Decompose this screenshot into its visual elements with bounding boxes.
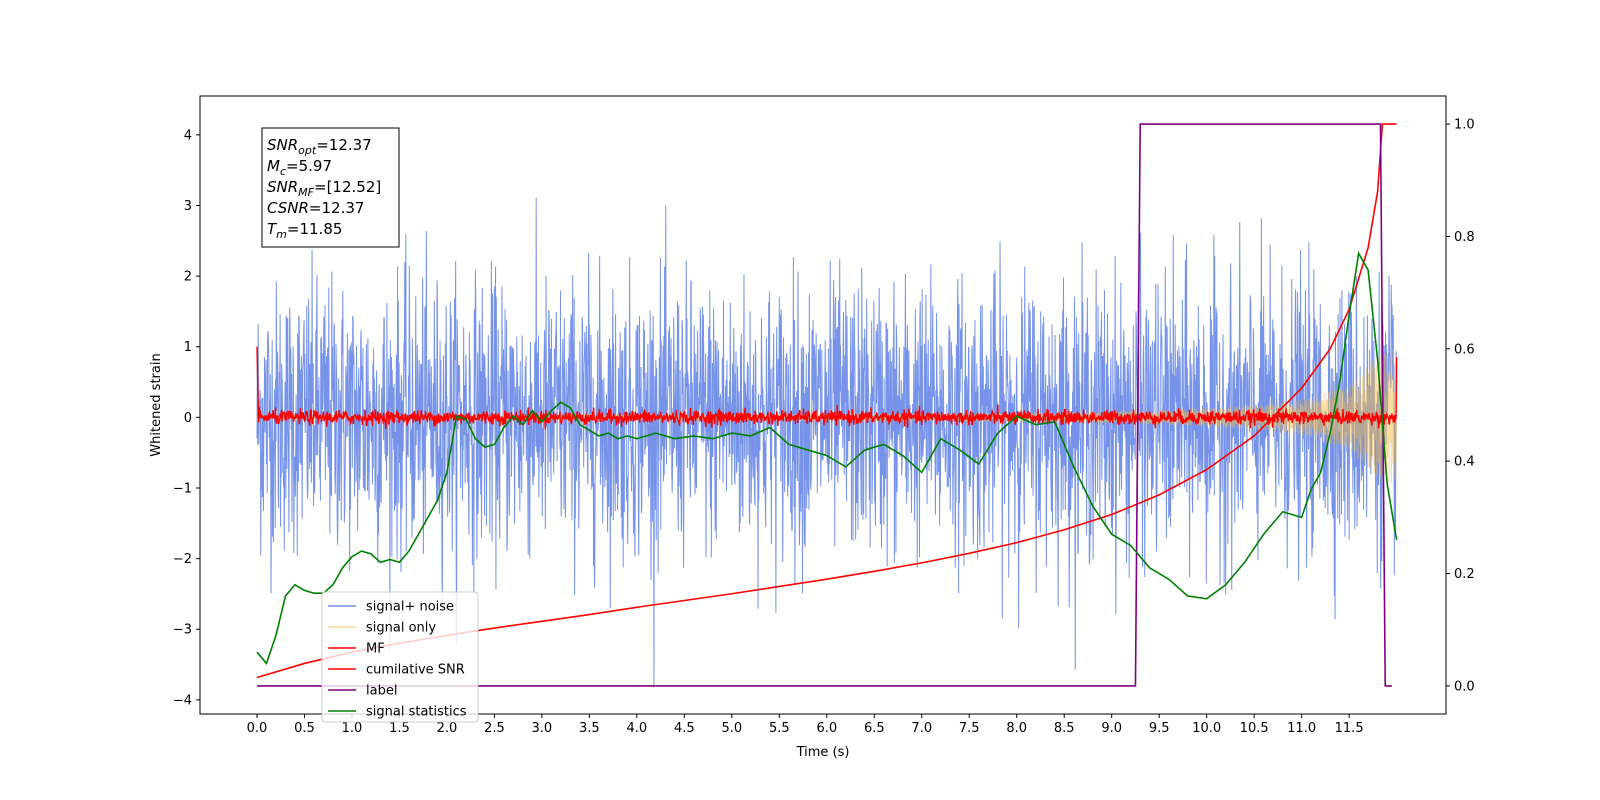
- x-tick-label: 10.0: [1192, 721, 1221, 736]
- series-label: [256, 123, 1392, 687]
- x-tick-label: 7.0: [911, 721, 932, 736]
- x-tick-label: 9.5: [1149, 721, 1170, 736]
- x-tick-label: 5.5: [769, 721, 790, 736]
- y-axis-left: −4 −3 −2 −1 0 1 2 3 4: [173, 128, 200, 708]
- y-tick-label: −1: [173, 481, 192, 496]
- y-tick-label: 0: [184, 411, 192, 426]
- legend: signal+ noise signal only MF cumilative SNR…: [321, 591, 479, 723]
- annotation-line: Tm=11.85: [267, 220, 342, 241]
- x-tick-label: 7.5: [959, 721, 980, 736]
- x-tick-label: 3.0: [532, 721, 553, 736]
- y2-tick-label: 0.2: [1454, 567, 1475, 582]
- x-tick-label: 6.0: [816, 721, 837, 736]
- x-tick-label: 1.5: [389, 721, 410, 736]
- plot-frame: [199, 95, 1447, 715]
- series-signal-statistics: [256, 250, 1398, 666]
- legend-label: signal statistics: [366, 705, 467, 720]
- x-tick-label: 2.0: [437, 721, 458, 736]
- y-tick-label: 4: [184, 128, 192, 143]
- annotation-frame: [261, 127, 400, 248]
- y-axis-label: Whitened strain: [149, 353, 164, 456]
- y-tick-label: −2: [173, 552, 192, 567]
- legend-label: label: [366, 684, 397, 699]
- x-tick-label: 4.5: [674, 721, 695, 736]
- series-mf: [256, 346, 1398, 430]
- legend-label: signal+ noise: [366, 600, 454, 615]
- x-tick-label: 0.0: [247, 721, 268, 736]
- series-cumilative-snr: [256, 123, 1397, 679]
- y-axis-right: 0.0 0.2 0.4 0.6 0.8 1.0: [1446, 118, 1475, 694]
- x-tick-label: 5.0: [721, 721, 742, 736]
- x-tick-label: 6.5: [864, 721, 885, 736]
- y2-tick-label: 0.0: [1454, 679, 1475, 694]
- legend-label: signal only: [366, 621, 436, 636]
- annotation-line: SNRopt=12.37: [267, 136, 372, 157]
- x-tick-label: 4.0: [627, 721, 648, 736]
- y2-tick-label: 0.8: [1454, 230, 1475, 245]
- x-tick-label: 8.0: [1006, 721, 1027, 736]
- legend-label: cumilative SNR: [366, 663, 465, 678]
- x-tick-label: 11.5: [1335, 721, 1364, 736]
- y2-tick-label: 1.0: [1454, 118, 1475, 133]
- y-tick-label: 2: [184, 270, 192, 285]
- x-tick-label: 8.5: [1054, 721, 1075, 736]
- annotation-line: Mc=5.97: [267, 157, 332, 178]
- legend-label: MF: [366, 642, 385, 657]
- annotation-box: SNRopt=12.37Mc=5.97SNRMF=[12.52]CSNR=12.…: [261, 127, 400, 248]
- y-tick-label: −3: [173, 623, 192, 638]
- x-tick-label: 1.0: [342, 721, 363, 736]
- x-axis-label: Time (s): [796, 745, 850, 760]
- y-tick-label: 3: [184, 199, 192, 214]
- y-tick-label: 1: [184, 340, 192, 355]
- x-tick-label: 10.5: [1240, 721, 1269, 736]
- x-tick-label: 11.0: [1287, 721, 1316, 736]
- x-tick-label: 2.5: [484, 721, 505, 736]
- x-axis: 0.0 0.5 1.0 1.5 2.0 2.5 3.0 3.5 4.0 4.5 5.0 5.5 6.0 6…: [247, 714, 1364, 736]
- x-tick-label: 0.5: [294, 721, 315, 736]
- x-tick-label: 9.0: [1101, 721, 1122, 736]
- y2-tick-label: 0.4: [1454, 455, 1475, 470]
- y2-tick-label: 0.6: [1454, 342, 1475, 357]
- annotation-line: CSNR=12.37: [267, 199, 364, 217]
- x-tick-label: 3.5: [579, 721, 600, 736]
- legend-frame: [321, 591, 479, 723]
- annotation-line: SNRMF=[12.52]: [267, 178, 381, 199]
- y-tick-label: −4: [173, 693, 192, 708]
- plot-area: [256, 123, 1398, 688]
